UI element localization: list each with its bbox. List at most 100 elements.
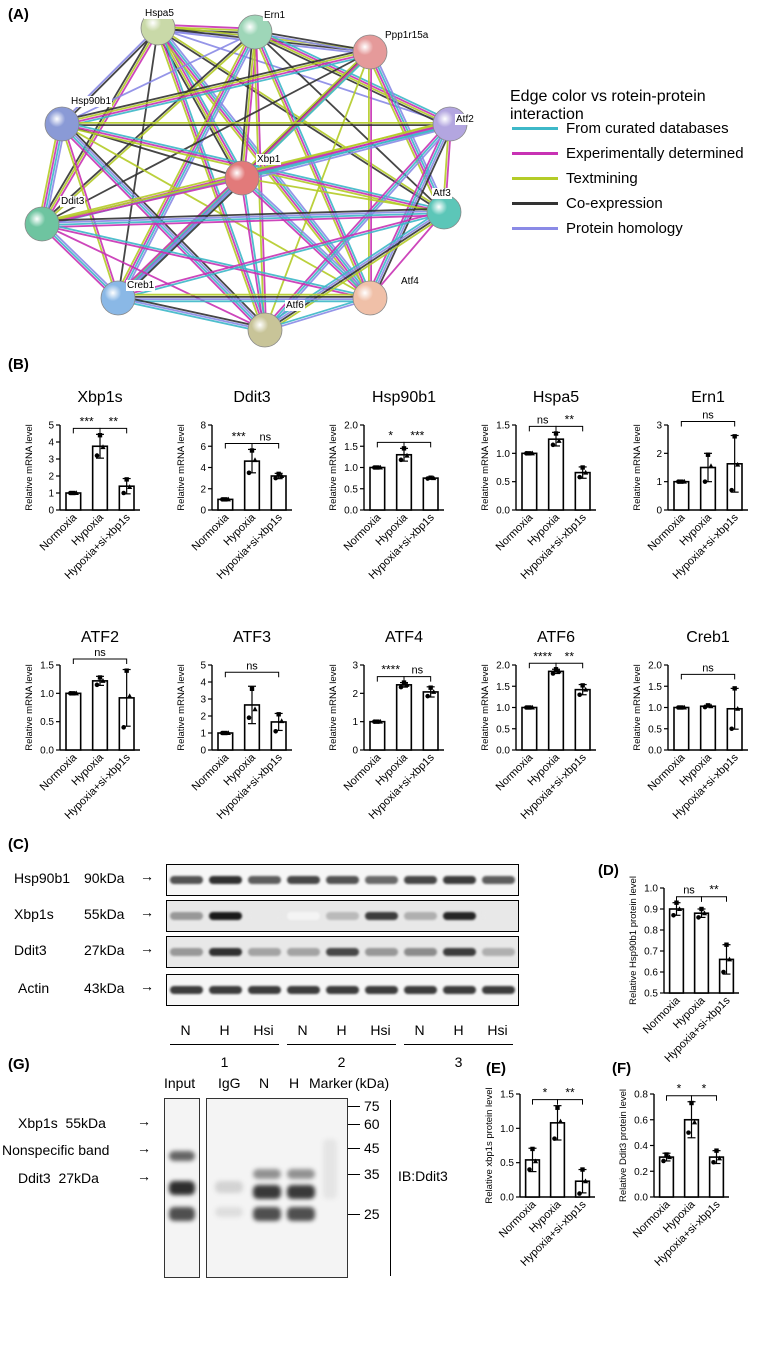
data-point [252, 706, 258, 712]
y-tick-label: 3 [200, 695, 206, 706]
y-tick-label: 2 [656, 449, 662, 460]
data-point [273, 729, 278, 734]
blot-g-label: Ddit3 27kDa [18, 1170, 99, 1186]
data-point [580, 683, 585, 688]
x-tick-label: Normoxia [190, 751, 232, 793]
blot-g-arrow: → [137, 1113, 151, 1129]
y-tick-label: 1.0 [500, 1124, 514, 1135]
data-point [689, 1100, 694, 1106]
data-point [249, 448, 255, 453]
y-tick-label: 1 [656, 477, 662, 488]
x-tick-label: Normoxia [342, 511, 384, 553]
protein-interaction-network [24, 10, 468, 348]
node-label-atf6: Atf6 [285, 300, 305, 311]
data-point [404, 682, 410, 687]
legend-label: Co-expression [566, 195, 663, 212]
y-tick-label: 1 [48, 489, 54, 500]
network-node [426, 194, 462, 230]
network-edge [41, 207, 444, 222]
significance-label: ns [260, 431, 272, 443]
data-point [121, 490, 126, 496]
network-edge [256, 28, 452, 122]
data-point [225, 730, 231, 735]
network-edge [120, 33, 259, 300]
data-point [556, 668, 562, 674]
data-point [577, 1191, 582, 1196]
blot-band [365, 876, 398, 884]
blot-g-size: 55kDa [57, 1115, 106, 1131]
network-edge [62, 54, 371, 129]
network-edge [61, 31, 256, 125]
y-tick-label: 0 [48, 506, 54, 517]
data-point [716, 1155, 723, 1161]
significance-label: ns [683, 885, 695, 897]
data-point [97, 675, 103, 680]
lane-group-label: 1 [220, 1054, 229, 1070]
y-tick-label: 0.9 [644, 905, 658, 916]
data-point [121, 725, 126, 730]
marker-tick [348, 1174, 360, 1175]
edge-legend-title: Edge color vs rotein-protein interaction [510, 88, 706, 123]
blot-g-header: (kDa) [355, 1075, 390, 1091]
blot-band [404, 948, 437, 956]
lane-label: Hsi [253, 1022, 274, 1038]
data-point [711, 1159, 716, 1165]
bar [395, 453, 413, 511]
data-point [729, 726, 734, 732]
y-tick-label: 5 [200, 661, 206, 672]
blot-protein-label: Hsp90b1 [14, 870, 71, 886]
network-node [352, 280, 388, 316]
legend-item: Co-expression [512, 195, 663, 212]
y-axis-label: Relative mRNA level [632, 424, 643, 511]
network-edge [118, 294, 266, 329]
data-point [94, 453, 100, 458]
blot-band [443, 876, 476, 884]
y-axis-label: Relative mRNA level [480, 424, 491, 511]
network-edge [265, 212, 446, 332]
lane-label: N [297, 1022, 308, 1038]
network-edge [117, 210, 444, 298]
data-point [735, 461, 741, 467]
blot-g-protein: Xbp1s [18, 1115, 58, 1131]
data-point [724, 942, 729, 947]
data-point [664, 1152, 669, 1157]
marker-label: 75 [364, 1098, 380, 1114]
bar [91, 680, 109, 751]
network-edge [156, 28, 242, 179]
network-edge [266, 214, 447, 334]
y-tick-label: 3 [352, 661, 358, 672]
chart-title: ATF2 [81, 629, 119, 646]
blot-band [482, 876, 515, 884]
network-edge [241, 31, 256, 179]
y-tick-label: 0.6 [634, 1115, 648, 1126]
blot-band [365, 912, 398, 920]
blot-band [248, 912, 281, 920]
chart-title: ATF3 [233, 629, 271, 646]
blot-band [253, 1185, 281, 1199]
significance-bracket: * [376, 428, 405, 448]
network-edge [42, 32, 257, 226]
x-tick-label: Normoxia [497, 1198, 539, 1240]
blot-band [169, 1151, 195, 1161]
y-tick-label: 1.5 [344, 442, 358, 453]
legend-swatch [512, 227, 558, 230]
data-point [252, 457, 258, 463]
y-tick-label: 3 [656, 421, 662, 432]
significance-bracket: ns [224, 660, 280, 678]
data-point [401, 446, 407, 451]
chart-title: Xbp1s [77, 389, 122, 406]
node-label-ddit3: Ddit3 [60, 196, 86, 207]
data-point [552, 1136, 557, 1141]
data-point [100, 678, 106, 683]
blot-band [287, 876, 320, 884]
significance-bracket: * [666, 1082, 692, 1101]
marker-label: 45 [364, 1140, 380, 1156]
significance-label: ** [565, 1086, 575, 1100]
data-point [97, 433, 103, 438]
significance-label: ns [246, 660, 258, 672]
bar [270, 475, 287, 511]
significance-label: *** [232, 429, 246, 443]
panel-label-a: (A) [8, 6, 29, 23]
significance-bracket: ns [528, 414, 557, 432]
network-edge [117, 299, 265, 334]
